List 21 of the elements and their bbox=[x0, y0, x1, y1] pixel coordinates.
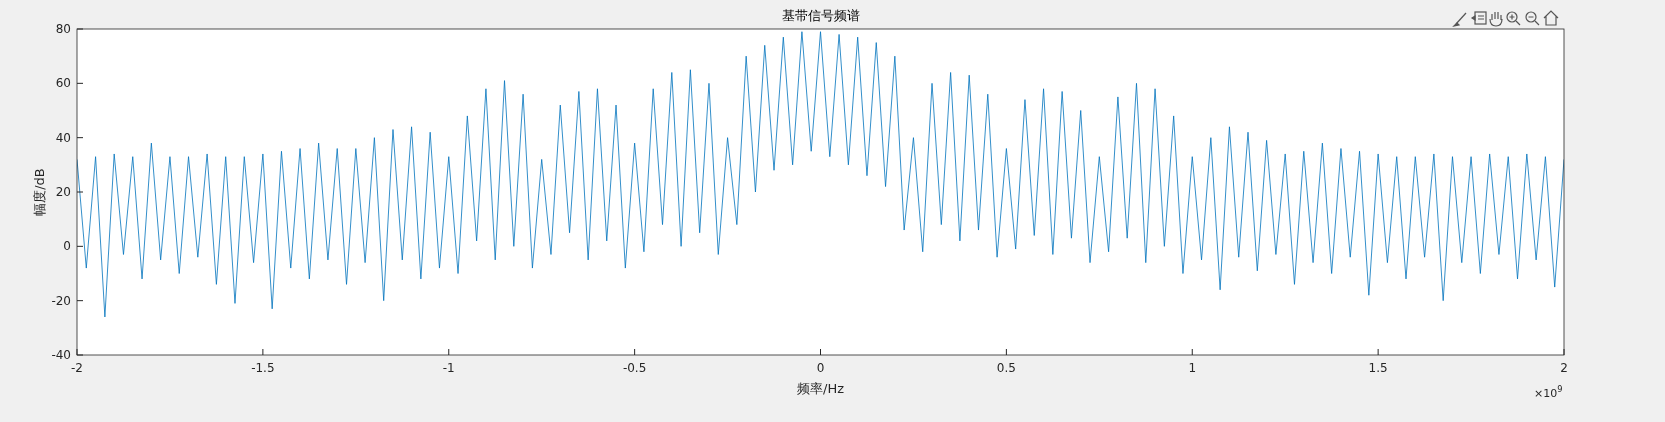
chart-title: 基带信号频谱 bbox=[781, 8, 860, 23]
x-tick-label: 0 bbox=[816, 361, 825, 375]
y-tick-label: 80 bbox=[55, 22, 71, 36]
x-tick-label: 1.5 bbox=[1368, 361, 1388, 375]
y-tick-label: 20 bbox=[55, 185, 71, 199]
x-tick-label: -2 bbox=[71, 361, 83, 375]
y-tick-label: -20 bbox=[51, 293, 71, 308]
y-tick-label: 60 bbox=[55, 76, 71, 91]
text: ×10$^{9}$ bbox=[1534, 384, 1563, 400]
x-tick-label: 1 bbox=[1188, 361, 1197, 375]
x-tick-label: -0.5 bbox=[622, 361, 647, 375]
x-tick-label: 2 bbox=[1560, 361, 1568, 375]
y-tick-label: -40 bbox=[51, 348, 71, 362]
x-tick-label: -1.5 bbox=[251, 361, 275, 375]
line-series bbox=[77, 31, 1564, 318]
y-tick-label: 40 bbox=[55, 130, 71, 145]
x-axis-title: 频率/Hz bbox=[797, 381, 845, 396]
y-axis-title: 幅度/dB bbox=[32, 168, 47, 216]
x-tick-label: -1 bbox=[442, 361, 455, 375]
y-tick-label: 0 bbox=[63, 239, 71, 254]
x-tick-label: 0.5 bbox=[996, 361, 1016, 375]
